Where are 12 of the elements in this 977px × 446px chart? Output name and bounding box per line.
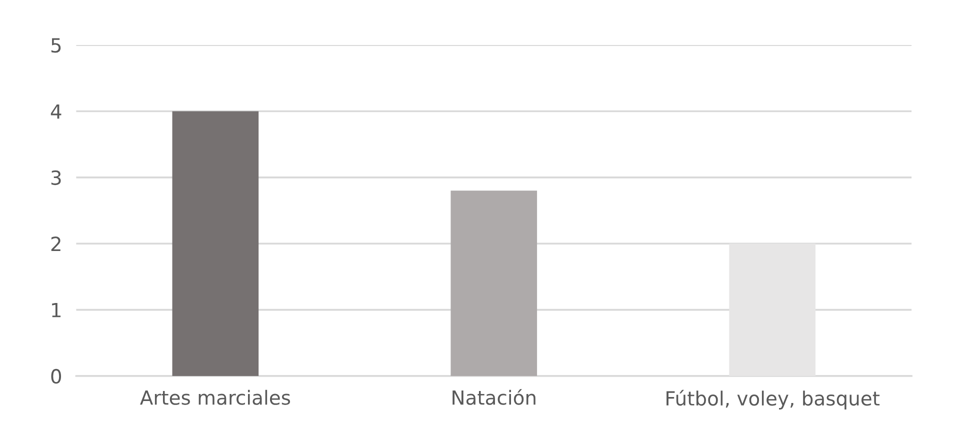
y-tick-label: 0 [51,368,62,384]
y-tick-label: 3 [51,170,61,186]
x-tick-label: Fútbol, voley, basquet [666,390,880,410]
y-tick-label: 2 [51,236,60,251]
bar [729,244,816,376]
y-tick-label: 5 [51,38,61,53]
x-tick-label: Artes marciales [140,390,290,405]
bar [172,111,259,376]
bar [450,190,538,376]
y-tick-label: 4 [50,104,62,119]
x-tick-label: Natación [452,389,536,405]
y-tick-label: 1 [52,303,61,318]
